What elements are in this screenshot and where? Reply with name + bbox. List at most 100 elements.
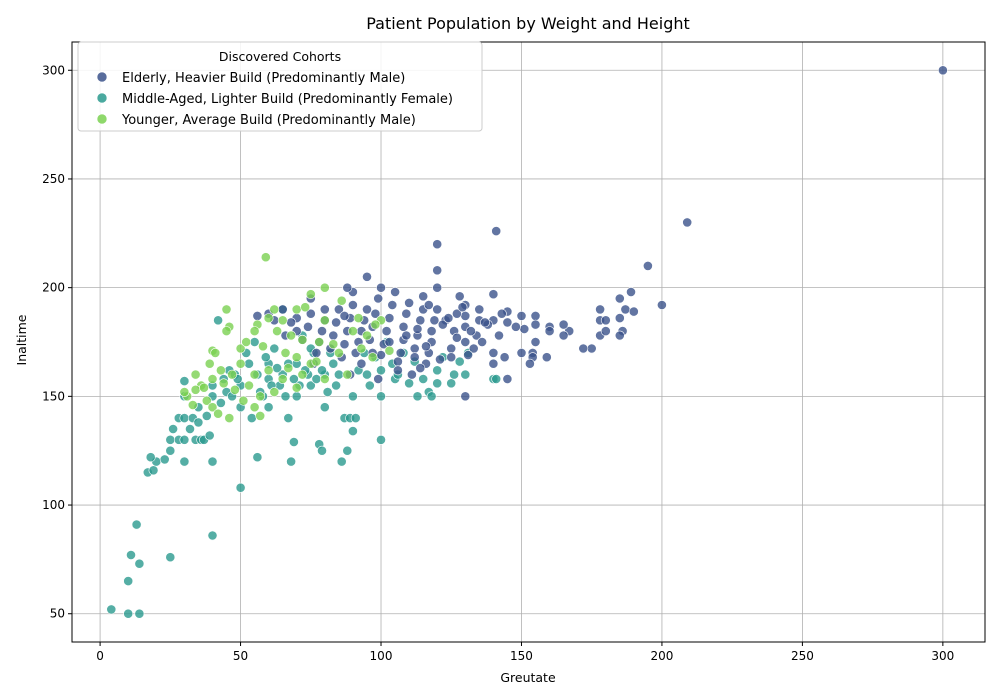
y-axis-label: Inaltime: [14, 314, 29, 365]
data-point: [657, 300, 667, 310]
data-point: [126, 550, 136, 560]
data-point: [238, 395, 249, 406]
data-point: [465, 326, 476, 336]
data-point: [362, 369, 372, 380]
data-point: [643, 260, 653, 271]
data-point: [614, 330, 625, 341]
data-point: [286, 456, 296, 467]
data-point: [269, 387, 280, 397]
data-point: [322, 387, 333, 397]
data-point: [376, 365, 386, 376]
data-point: [938, 65, 948, 76]
data-point: [373, 374, 384, 384]
data-point: [432, 378, 443, 389]
data-point: [347, 326, 358, 336]
data-point: [215, 397, 226, 408]
data-point: [235, 358, 246, 369]
data-point: [319, 304, 330, 315]
data-point: [460, 391, 471, 402]
data-point: [272, 326, 282, 336]
data-point: [477, 337, 487, 347]
data-point: [342, 282, 353, 293]
data-point: [682, 217, 693, 228]
data-point: [496, 308, 507, 319]
data-point: [328, 339, 339, 350]
data-point: [260, 352, 271, 363]
data-point: [463, 350, 473, 360]
data-point: [106, 604, 117, 615]
data-point: [269, 343, 280, 354]
data-point: [519, 324, 530, 334]
data-point: [263, 402, 274, 413]
data-point: [502, 374, 513, 384]
data-point: [409, 352, 420, 363]
data-point: [429, 315, 440, 326]
data-point: [446, 343, 457, 354]
data-point: [280, 347, 291, 358]
data-point: [367, 352, 378, 363]
data-point: [415, 363, 426, 373]
data-point: [384, 337, 395, 347]
data-point: [179, 376, 190, 386]
data-point: [426, 326, 437, 336]
data-point: [558, 319, 569, 330]
data-point: [600, 326, 611, 336]
data-point: [319, 315, 330, 326]
data-point: [347, 300, 358, 310]
data-point: [241, 337, 252, 347]
data-point: [199, 382, 209, 393]
data-point: [263, 313, 274, 323]
x-tick-label: 250: [791, 649, 814, 663]
data-point: [288, 437, 299, 447]
data-point: [353, 313, 364, 323]
data-point: [421, 341, 431, 352]
data-point: [342, 369, 353, 380]
data-point: [207, 374, 218, 384]
data-point: [207, 402, 218, 413]
data-point: [204, 358, 215, 369]
data-point: [244, 358, 254, 369]
data-point: [432, 282, 443, 293]
data-point: [168, 424, 178, 434]
data-point: [412, 324, 423, 334]
data-point: [586, 343, 597, 354]
data-point: [235, 482, 246, 493]
data-point: [494, 330, 504, 341]
data-point: [179, 434, 190, 445]
data-point: [190, 384, 201, 395]
data-point: [614, 313, 625, 323]
data-point: [305, 289, 316, 300]
data-point: [432, 265, 443, 276]
data-point: [213, 408, 223, 419]
data-point: [145, 452, 156, 463]
data-point: [235, 343, 246, 354]
data-point: [516, 310, 527, 321]
data-point: [246, 413, 257, 423]
data-point: [286, 317, 296, 328]
data-point: [131, 519, 142, 530]
data-point: [370, 308, 381, 319]
y-axis-ticks: 50 100 150 200 250 300: [42, 63, 72, 621]
legend-label: Elderly, Heavier Build (Predominantly Ma…: [122, 71, 405, 86]
data-point: [488, 289, 499, 300]
legend-entries: Elderly, Heavier Build (Predominantly Ma…: [96, 71, 453, 128]
data-point: [418, 291, 429, 302]
data-point: [333, 347, 344, 358]
data-point: [491, 374, 502, 384]
data-point: [291, 352, 302, 363]
data-point: [311, 374, 322, 384]
data-point: [525, 358, 535, 369]
y-tick-label: 250: [42, 172, 65, 186]
data-point: [305, 308, 316, 319]
data-point: [210, 347, 221, 358]
data-point: [339, 339, 350, 350]
data-point: [317, 365, 327, 376]
data-point: [244, 380, 254, 391]
legend: Discovered Cohorts Elderly, Heavier Buil…: [77, 41, 483, 132]
data-point: [159, 454, 170, 465]
data-point: [376, 282, 386, 293]
data-point: [297, 334, 308, 345]
data-point: [406, 369, 417, 380]
data-point: [319, 374, 330, 384]
data-point: [249, 337, 260, 347]
